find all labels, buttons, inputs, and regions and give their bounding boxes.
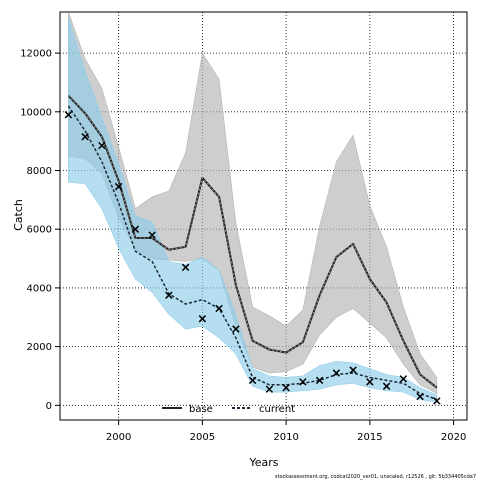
observed-point (416, 392, 424, 401)
observed-point (382, 382, 391, 390)
observed-point (332, 369, 341, 377)
observed-point (148, 231, 156, 239)
plot-frame (59, 11, 468, 421)
observed-point (98, 141, 106, 150)
observed-point (366, 378, 374, 386)
observed-point (299, 378, 307, 386)
observed-markers (64, 111, 441, 405)
x-axis-label: Years (248, 456, 278, 469)
x-tick-label: 2010 (273, 432, 298, 443)
observed-point (265, 385, 274, 393)
band-base (68, 11, 438, 395)
observed-point (181, 263, 190, 272)
observed-point (315, 376, 324, 385)
x-tick-label: 2005 (190, 432, 215, 443)
observed-point (248, 376, 257, 385)
observed-point (64, 111, 73, 119)
y-tick-label: 12000 (20, 49, 52, 60)
line-current (67, 105, 438, 401)
confidence-bands (68, 11, 438, 403)
y-axis-label: Catch (12, 199, 25, 231)
y-tick-label: 10000 (20, 107, 52, 118)
observed-point (114, 182, 123, 191)
x-tick-label: 2015 (357, 432, 382, 443)
legend: base current (162, 404, 295, 415)
series-lines (67, 94, 438, 401)
y-tick-label: 0 (46, 401, 52, 412)
band-current (68, 17, 438, 403)
footnote: stockassessment.org, codcat2020_ver01, u… (275, 474, 476, 480)
y-tick-label: 2000 (27, 342, 52, 353)
observed-point (349, 366, 357, 374)
observed-point (81, 133, 89, 141)
x-tick-label: 2020 (441, 432, 466, 443)
legend-label-base: base (189, 404, 213, 415)
observed-point (198, 315, 207, 323)
y-tick-label: 6000 (27, 225, 52, 236)
observed-point (131, 225, 140, 233)
x-tick-label: 2000 (106, 432, 131, 443)
axis-ticks: 2000 2005 2010 2015 2020 0 2000 4000 6000 8000 100… (20, 49, 466, 443)
line-base-overlay (68, 95, 438, 389)
y-tick-label: 8000 (27, 166, 52, 177)
observed-point (433, 397, 441, 405)
observed-point (165, 291, 173, 299)
observed-point (282, 383, 290, 392)
observed-point (215, 304, 223, 313)
observed-point (399, 375, 408, 383)
y-tick-label: 4000 (27, 283, 52, 294)
observed-point (232, 325, 240, 333)
legend-label-current: current (259, 404, 295, 415)
